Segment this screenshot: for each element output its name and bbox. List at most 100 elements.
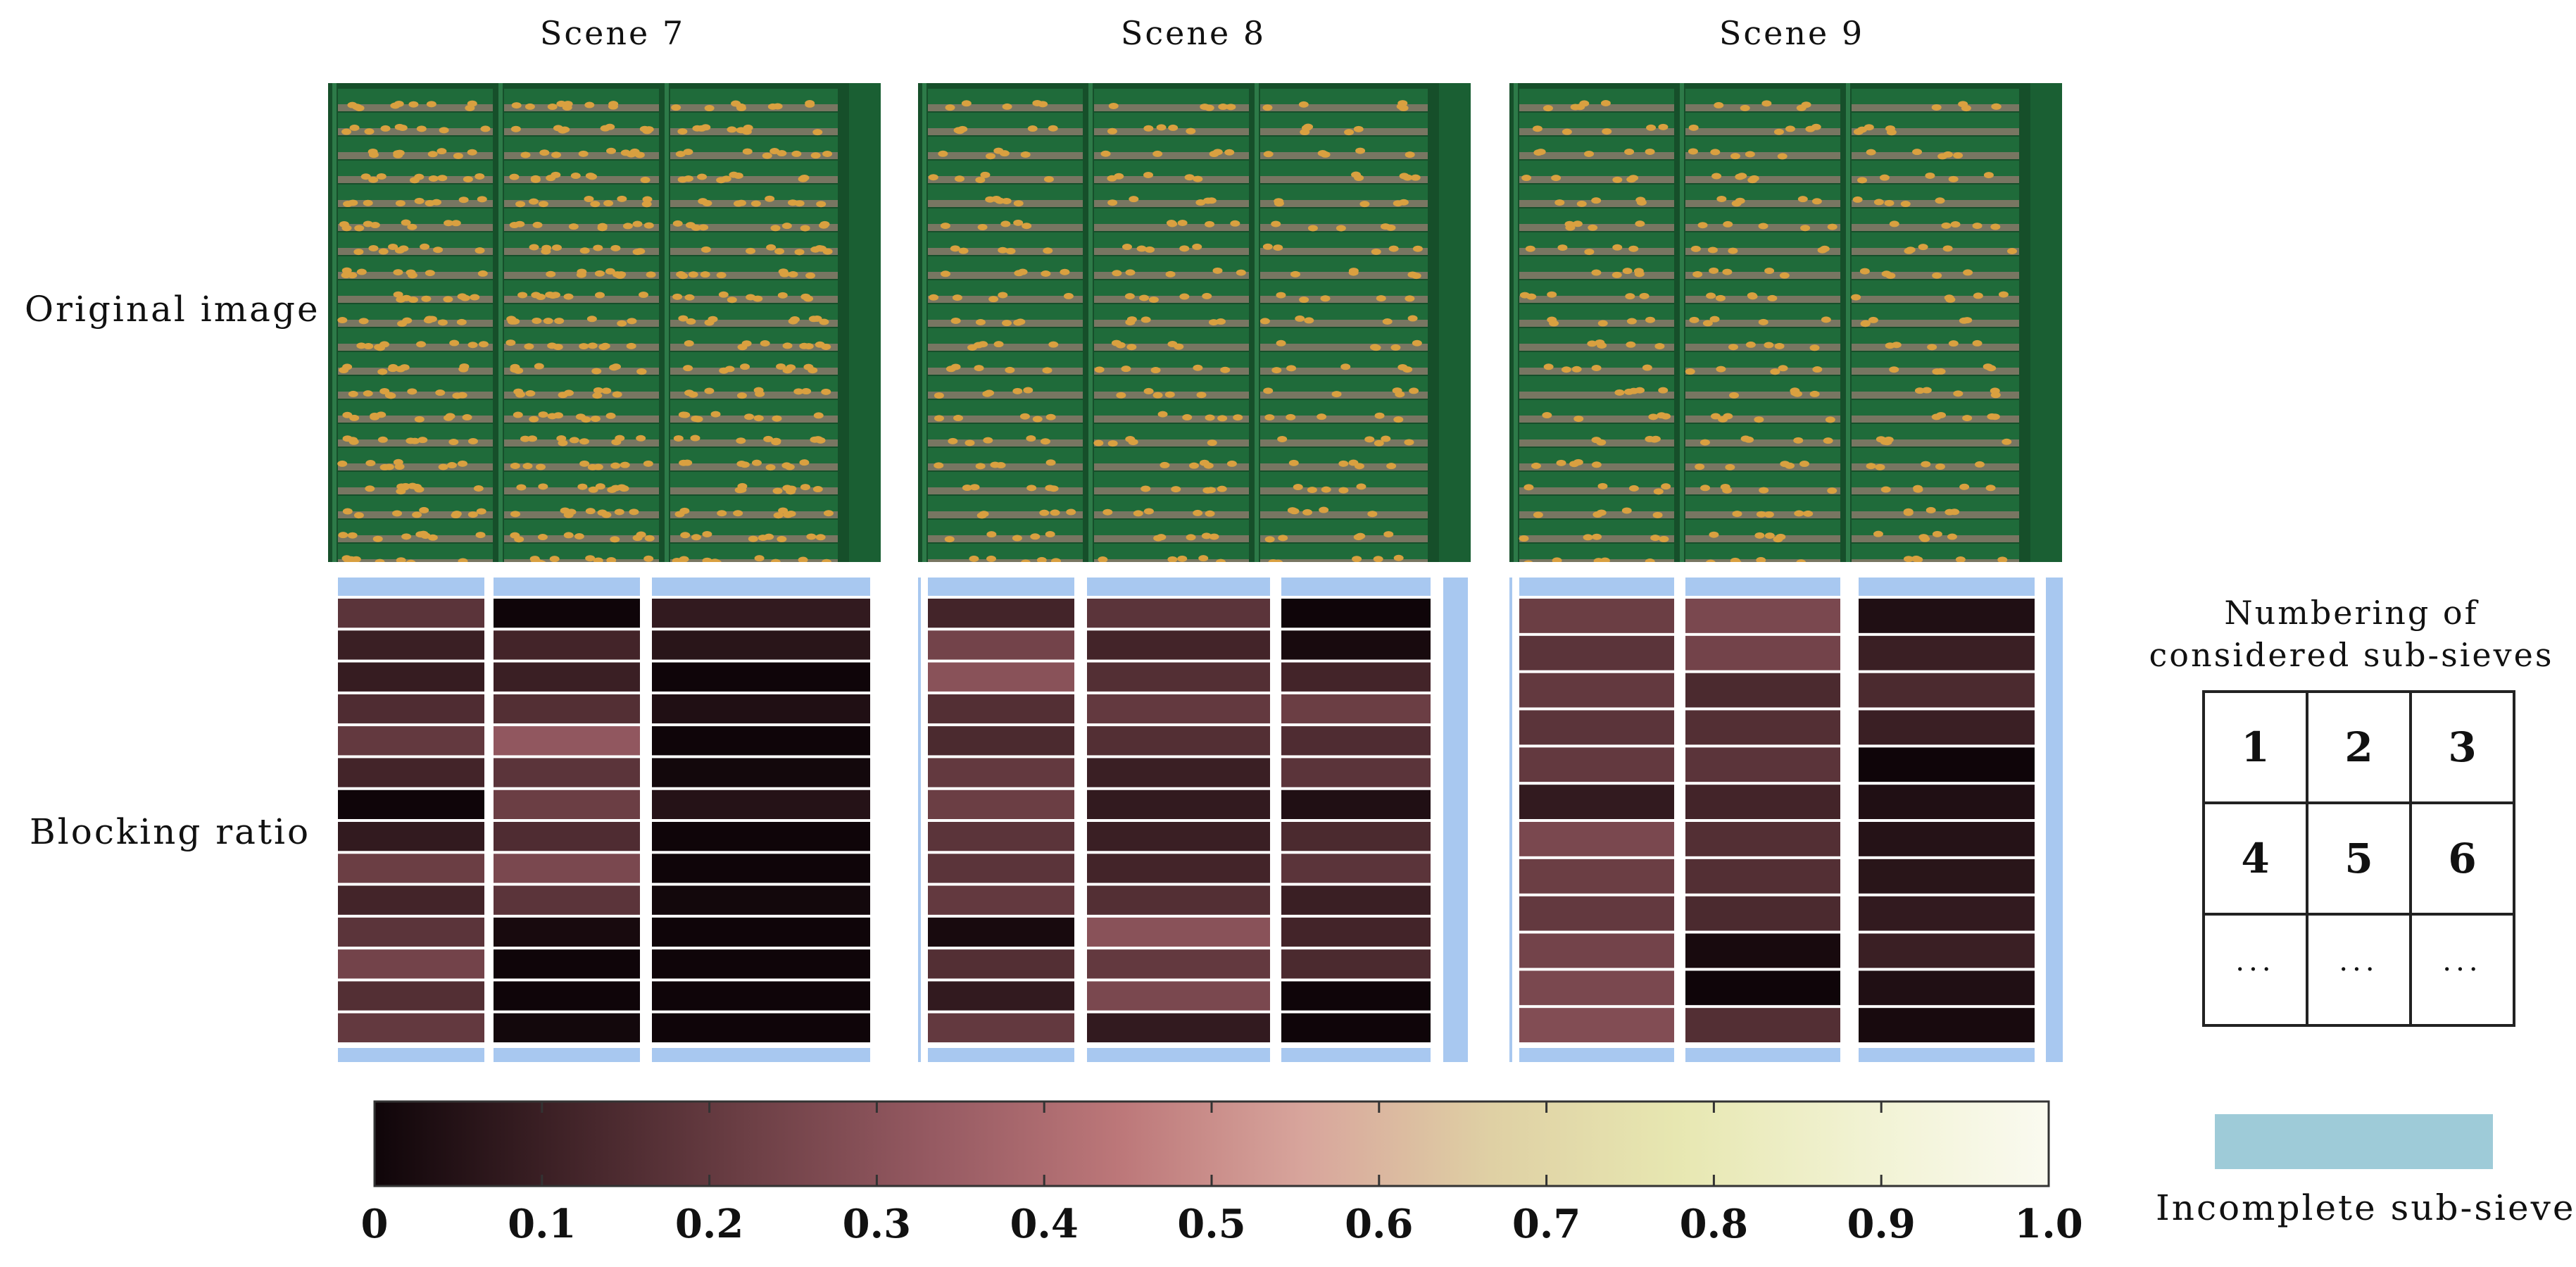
sieve-louver [1094,520,1249,535]
grain [810,152,821,159]
grain [733,510,743,517]
sieve-louver [1852,232,2019,248]
grain [414,416,425,423]
grain [950,245,960,252]
grain [380,125,391,132]
grain [1263,151,1274,158]
residue-strip [928,559,1083,562]
grain [1066,508,1076,516]
residue-strip [928,463,1083,470]
colorbar-tick-label: 0.6 [1345,1201,1414,1247]
grain [1689,316,1699,323]
grain [1128,439,1138,446]
residue-strip [670,463,838,470]
grain [1542,412,1552,419]
grain [1621,507,1632,514]
grain [414,486,425,493]
grain [1942,151,1953,158]
grain [537,534,548,541]
grain [1866,149,1876,156]
grain [969,484,980,491]
grain [1884,199,1895,206]
grain [408,101,419,108]
grain [812,129,823,136]
grain [1991,103,2002,110]
grain [1523,560,1533,562]
residue-strip [1852,439,2019,447]
grain [458,558,468,562]
sieve-louver [338,544,493,559]
grain [944,536,955,543]
grain [778,268,788,275]
heat-cell [338,981,484,1011]
grain [509,173,520,180]
grain [640,176,651,183]
sieve-louver [928,328,1083,344]
sieve-louver [670,89,838,104]
grain [784,463,795,470]
colorbar-tick-label: 0.3 [842,1201,912,1247]
heat-cell [494,885,640,915]
grain [1043,247,1053,254]
grain [348,199,358,206]
grain [1714,101,1724,108]
sieve-photo-7 [328,83,881,562]
grain [532,317,542,324]
grain [1918,534,1929,541]
grain [736,437,746,444]
grain [812,486,823,493]
grain [505,339,516,347]
grain [1274,200,1284,207]
grain [610,244,621,251]
grain [1404,439,1414,446]
grain [639,292,649,299]
grain [693,416,703,423]
residue-strip [504,296,659,303]
grain [1533,511,1543,518]
grain [1395,391,1405,398]
grain [646,271,656,278]
grain [1935,197,1945,204]
grain [736,127,746,134]
grain [579,438,589,445]
grain [1288,459,1299,466]
grain [1141,316,1151,323]
heat-cell [928,885,1074,915]
grain [365,460,376,467]
grain [815,534,826,541]
grain [1160,461,1170,468]
grain [1747,292,1757,299]
residue-strip [928,511,1083,518]
grain [671,104,681,111]
grain [1013,219,1024,226]
sieve-louver [1094,304,1249,320]
sieve-louver [1519,400,1674,416]
grain [1857,177,1868,184]
sieve-rail [922,83,926,562]
grain [1770,368,1780,375]
grain [451,220,461,227]
sieve-louver [928,113,1083,128]
grain [1628,245,1639,252]
grain [443,296,453,303]
heat-cell [1685,747,1840,782]
heat-cell [652,822,870,851]
heat-cell [652,599,870,628]
residue-strip [1260,320,1428,327]
grain [510,125,521,132]
grain [1050,558,1061,562]
grain [396,557,406,562]
sieve-louver [1685,113,1840,128]
grain [412,511,422,518]
heat-cell [494,949,640,979]
grain [679,507,690,514]
grain [356,268,367,275]
grain [549,556,560,562]
colorbar-tick-label: 0.7 [1512,1201,1581,1247]
grain [368,151,379,158]
grain [601,511,612,518]
grain [1205,414,1215,421]
heat-cell [1685,933,1840,968]
grain [1889,366,1899,373]
heat-cell [494,822,640,851]
